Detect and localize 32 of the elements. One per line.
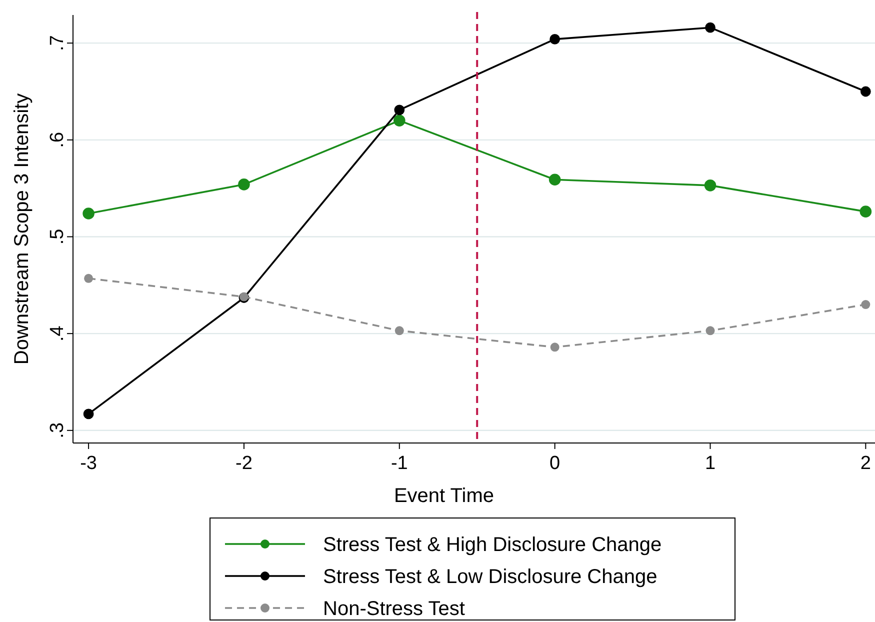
- point: [84, 274, 94, 283]
- x-axis-title: Event Time: [394, 485, 494, 507]
- point: [860, 206, 872, 218]
- x-tick-label: 2: [860, 453, 871, 474]
- point: [394, 326, 404, 336]
- y-axis-title: Downstream Scope 3 Intensity: [11, 93, 33, 365]
- point: [550, 34, 560, 44]
- y-tick-label: .7: [47, 35, 68, 52]
- point: [704, 180, 716, 192]
- x-tick-label: 0: [550, 453, 560, 474]
- point: [394, 104, 405, 116]
- legend-label: Stress Test & High Disclosure Change: [323, 534, 662, 556]
- legend-label: Stress Test & Low Disclosure Change: [323, 566, 658, 588]
- x-tick-label: 1: [704, 453, 716, 474]
- y-tick-label: .4: [47, 325, 68, 342]
- point: [393, 114, 406, 126]
- y-tick-label: .6: [47, 132, 68, 148]
- y-tick-label: .5: [47, 228, 68, 245]
- point: [706, 326, 715, 336]
- x-tick-label: -2: [236, 453, 252, 474]
- point: [705, 22, 716, 33]
- x-tick-label: -3: [80, 453, 97, 474]
- x-tick-label: -1: [390, 453, 408, 474]
- point: [860, 86, 871, 97]
- point: [238, 178, 250, 190]
- point: [861, 300, 870, 310]
- point: [83, 408, 94, 420]
- legend-label: Non-Stress Test: [323, 598, 466, 620]
- point: [550, 342, 560, 352]
- point: [548, 174, 561, 186]
- y-tick-label: .3: [47, 422, 68, 438]
- point: [82, 208, 94, 220]
